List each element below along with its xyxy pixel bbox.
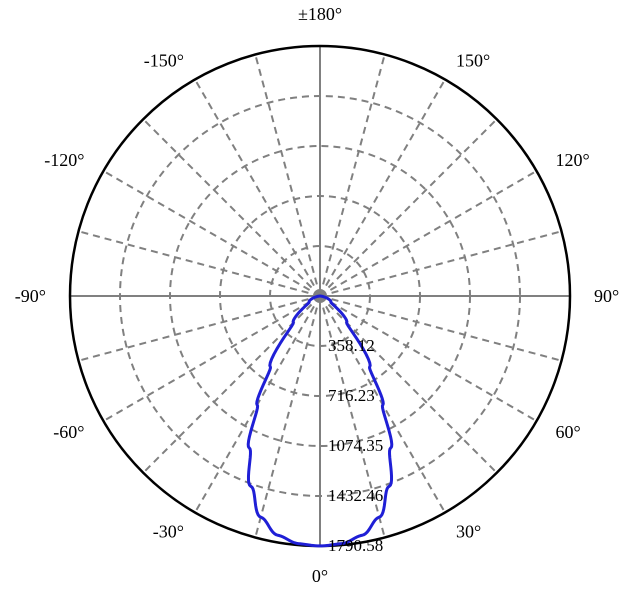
angular-tick-label: -120° <box>44 150 84 170</box>
angular-grid-spoke <box>320 119 497 296</box>
angular-tick-label: 150° <box>456 50 490 70</box>
angular-grid-spoke <box>103 171 320 296</box>
angular-tick-label: ±180° <box>298 4 342 24</box>
angular-tick-label: -150° <box>144 50 184 70</box>
angular-grid-spoke <box>320 171 537 296</box>
angular-tick-label: -90° <box>15 286 46 306</box>
angular-grid-spoke <box>79 296 320 361</box>
radial-tick-label: 716.23 <box>328 386 375 405</box>
radial-tick-label: 1790.58 <box>328 536 383 555</box>
angular-tick-label: 30° <box>456 522 481 542</box>
angular-grid-spoke <box>320 79 445 296</box>
angular-tick-label: -60° <box>53 422 84 442</box>
radial-tick-label: 1074.35 <box>328 436 383 455</box>
angular-grid-spoke <box>103 296 320 421</box>
angular-grid-spoke <box>320 55 385 296</box>
polar-light-distribution-chart: 358.12 716.23 1074.35 1432.46 1790.58 ±180° 15… <box>0 0 641 593</box>
radial-tick-label: 1432.46 <box>328 486 383 505</box>
radial-tick-label: 358.12 <box>328 336 375 355</box>
angular-tick-label: 60° <box>556 422 581 442</box>
angular-grid-spoke <box>320 231 561 296</box>
angular-grid-spoke <box>143 119 320 296</box>
angular-tick-label: 120° <box>556 150 590 170</box>
angular-tick-label: 0° <box>312 566 328 586</box>
angular-grid-spoke <box>79 231 320 296</box>
angular-tick-label: 90° <box>594 286 619 306</box>
angular-grid-spoke <box>255 55 320 296</box>
angular-grid-spoke <box>195 79 320 296</box>
angular-tick-label: -30° <box>153 522 184 542</box>
